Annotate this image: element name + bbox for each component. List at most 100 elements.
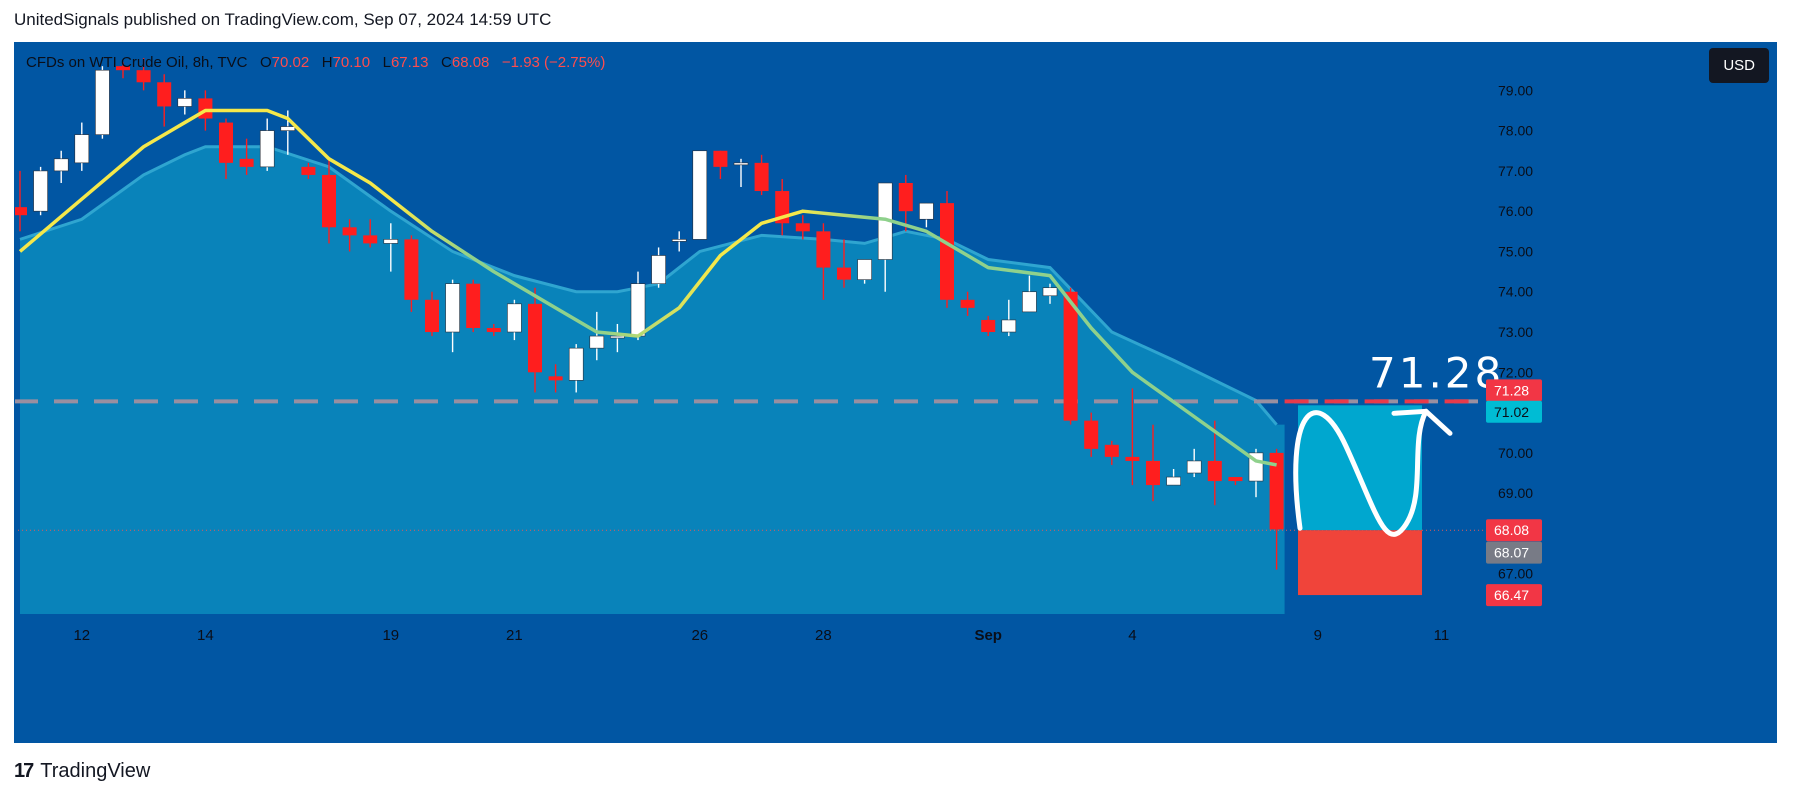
candle-body[interactable] xyxy=(404,239,419,300)
candle-body[interactable] xyxy=(342,227,357,236)
candle-body[interactable] xyxy=(301,166,316,175)
candle-body[interactable] xyxy=(14,207,27,216)
legend-symbol: CFDs on WTI Crude Oil, 8h, TVC xyxy=(26,54,248,71)
candle-body[interactable] xyxy=(754,162,769,192)
wave-arrow-path xyxy=(1293,408,1429,537)
candle-body[interactable] xyxy=(383,239,399,244)
x-tick-label: 4 xyxy=(1128,627,1136,644)
brand-footer[interactable]: 17 TradingView xyxy=(14,760,150,783)
price-badge-label: 68.08 xyxy=(1494,522,1529,538)
candle-body[interactable] xyxy=(713,150,728,167)
candle-body[interactable] xyxy=(692,150,708,240)
candle-body[interactable] xyxy=(1084,420,1099,449)
legend-high-label: H xyxy=(321,54,333,71)
y-tick-label: 72.00 xyxy=(1498,364,1533,380)
candle-body[interactable] xyxy=(95,69,110,135)
candle-body[interactable] xyxy=(816,231,831,268)
candle-body[interactable] xyxy=(981,319,996,333)
x-tick-label: 21 xyxy=(506,627,523,644)
band-edge-line xyxy=(19,145,1278,426)
candle-body[interactable] xyxy=(528,303,542,373)
price-chart[interactable]: 71.28 79.00 78.00 77.00 76.00 75.00 74.00 73.00… xyxy=(14,42,1777,743)
candle-body[interactable] xyxy=(1228,477,1243,482)
candle-body[interactable] xyxy=(733,162,749,166)
candle-body[interactable] xyxy=(837,267,851,280)
candle-body[interactable] xyxy=(322,174,336,228)
price-badge-label: 66.47 xyxy=(1494,587,1529,603)
candle-body[interactable] xyxy=(940,203,954,300)
y-tick-label: 78.00 xyxy=(1498,123,1533,139)
price-badge xyxy=(1486,541,1542,564)
candle-body[interactable] xyxy=(219,122,233,163)
legend-low-label: L xyxy=(382,54,391,71)
candle-body[interactable] xyxy=(425,299,439,333)
chart-panel[interactable]: 71.28 79.00 78.00 77.00 76.00 75.00 74.00 73.00… xyxy=(14,42,1777,743)
candle-body[interactable] xyxy=(1125,456,1140,461)
x-tick-label: 9 xyxy=(1314,627,1322,644)
legend-change: −1.93 (−2.75%) xyxy=(501,54,606,71)
price-badge xyxy=(1486,379,1542,402)
candle-body[interactable] xyxy=(589,335,605,349)
candle-body[interactable] xyxy=(610,335,625,339)
candle-body[interactable] xyxy=(177,98,193,107)
candle-body[interactable] xyxy=(630,283,646,337)
candle-body[interactable] xyxy=(898,182,913,212)
candle-body[interactable] xyxy=(1186,460,1202,474)
y-tick-label: 79.00 xyxy=(1498,82,1533,98)
candle-body[interactable] xyxy=(157,82,172,107)
candle-body[interactable] xyxy=(239,158,254,167)
y-tick-label: 77.00 xyxy=(1498,163,1533,179)
candle-body[interactable] xyxy=(363,235,378,244)
candle-body[interactable] xyxy=(1207,460,1222,482)
price-badge-label: 71.02 xyxy=(1494,404,1529,420)
target-annotation: 71.28 xyxy=(1369,348,1504,397)
candle-body[interactable] xyxy=(136,70,151,83)
price-badge-label: 68.07 xyxy=(1494,545,1529,561)
candle-body[interactable] xyxy=(507,303,522,333)
symbol-legend[interactable]: CFDs on WTI Crude Oil, 8h, TVC O70.02 H7… xyxy=(26,54,605,71)
moving-average-band xyxy=(20,146,1285,614)
candle-body[interactable] xyxy=(1166,476,1181,486)
candle-body[interactable] xyxy=(1269,452,1284,530)
candle-body[interactable] xyxy=(1001,319,1017,333)
candle-body[interactable] xyxy=(74,134,90,164)
candle-body[interactable] xyxy=(1104,444,1119,457)
y-tick-label: 76.00 xyxy=(1498,203,1533,219)
candle-body[interactable] xyxy=(1146,460,1160,486)
candle-body[interactable] xyxy=(568,347,584,381)
candle-body[interactable] xyxy=(116,66,130,71)
x-axis-strip xyxy=(14,614,1777,743)
candle-body[interactable] xyxy=(259,130,275,168)
candle-body[interactable] xyxy=(1063,291,1078,421)
candle-body[interactable] xyxy=(445,283,460,333)
x-tick-label: 28 xyxy=(815,627,832,644)
x-tick-label: Sep xyxy=(974,627,1002,644)
candle-body[interactable] xyxy=(919,202,934,220)
candle-body[interactable] xyxy=(33,170,48,212)
candle-body[interactable] xyxy=(1042,287,1058,297)
candle-body[interactable] xyxy=(198,98,213,119)
candle-body[interactable] xyxy=(795,223,810,232)
y-tick-label: 74.00 xyxy=(1498,284,1533,300)
publish-caption: UnitedSignals published on TradingView.c… xyxy=(14,10,552,29)
candle-body[interactable] xyxy=(1022,291,1037,313)
price-badge-label: 71.28 xyxy=(1494,382,1529,398)
currency-button[interactable]: USD xyxy=(1709,48,1769,83)
candle-body[interactable] xyxy=(53,158,69,172)
candle-body[interactable] xyxy=(671,239,687,242)
stop-zone-box[interactable] xyxy=(1298,530,1422,596)
x-tick-label: 19 xyxy=(382,627,399,644)
legend-open: 70.02 xyxy=(271,54,310,71)
left-edge xyxy=(14,42,15,743)
candle-body[interactable] xyxy=(548,376,563,381)
y-tick-label: 70.00 xyxy=(1498,445,1533,461)
candle-body[interactable] xyxy=(280,126,296,131)
candle-body[interactable] xyxy=(960,299,975,308)
candle-body[interactable] xyxy=(651,255,666,284)
candle-body[interactable] xyxy=(857,259,872,280)
candle-body[interactable] xyxy=(466,283,481,328)
target-zone-box[interactable] xyxy=(1298,405,1422,531)
y-tick-label: 75.00 xyxy=(1498,243,1533,259)
y-tick-label: 67.00 xyxy=(1498,566,1533,582)
candle-body[interactable] xyxy=(486,328,501,333)
